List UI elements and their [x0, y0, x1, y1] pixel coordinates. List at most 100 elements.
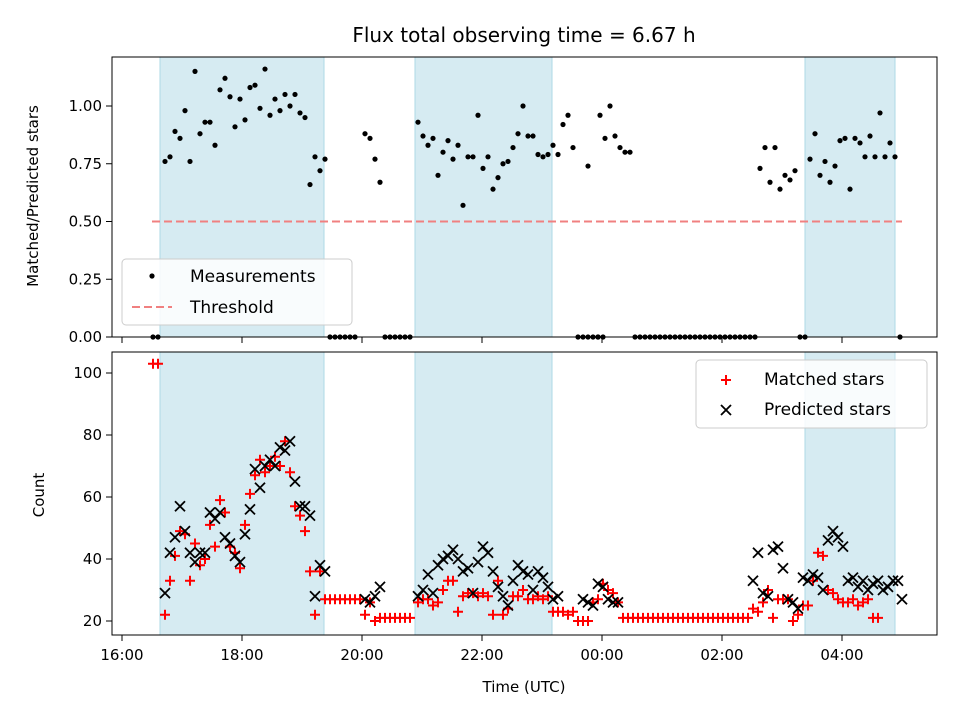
- measurement-point: [842, 135, 848, 141]
- y-tick-label-1-0: 20: [83, 612, 102, 630]
- predicted-point: [462, 562, 474, 574]
- predicted-point: [289, 475, 301, 488]
- x-tick-label-5: 02:00: [700, 646, 743, 664]
- predicted-point: [767, 544, 779, 556]
- matched-point: [170, 550, 180, 561]
- measurement-point: [217, 87, 223, 93]
- predicted-point: [427, 587, 439, 599]
- predicted-point: [492, 581, 504, 593]
- matched-point: [405, 612, 415, 623]
- measurement-point: [570, 144, 576, 151]
- matched-point: [788, 616, 798, 626]
- predicted-point: [224, 537, 236, 550]
- y-tick-label-1-3: 80: [83, 426, 102, 444]
- predicted-point: [782, 593, 794, 605]
- matched-point: [498, 609, 508, 620]
- measurement-point: [627, 149, 633, 155]
- measurement-point: [272, 96, 278, 102]
- predicted-point: [199, 547, 211, 559]
- matched-point: [763, 585, 773, 595]
- measurement-point: [282, 91, 288, 98]
- y-tick-label-1-2: 60: [83, 488, 102, 506]
- measurement-point: [322, 156, 328, 162]
- matched-point: [195, 560, 205, 571]
- predicted-point: [592, 578, 604, 590]
- predicted-point: [896, 593, 908, 605]
- measurement-point: [772, 144, 778, 151]
- y-tick-label-0-1: 0.25: [69, 270, 102, 288]
- measurement-point: [847, 186, 853, 192]
- predicted-point: [174, 500, 186, 512]
- matched-point: [270, 451, 280, 462]
- x-tick-label-4: 00:00: [580, 646, 623, 664]
- measurement-point: [585, 163, 591, 169]
- legend-matched-marker: [721, 375, 731, 385]
- matched-point: [355, 594, 365, 605]
- measurement-point: [545, 151, 551, 158]
- measurement-point: [242, 117, 248, 123]
- measurement-point: [525, 133, 531, 139]
- matched-point: [793, 609, 803, 620]
- matched-point: [873, 612, 883, 623]
- measurement-point: [782, 172, 788, 178]
- predicted-point: [757, 587, 769, 599]
- measurement-point: [807, 156, 813, 162]
- shaded-interval-0-2: [804, 56, 896, 338]
- matched-point: [160, 609, 170, 620]
- measurement-point: [455, 142, 461, 148]
- matched-point: [743, 612, 753, 623]
- measurement-point: [362, 131, 368, 137]
- matched-point: [185, 575, 195, 586]
- matched-point: [423, 594, 433, 605]
- predicted-point: [299, 500, 311, 512]
- measurement-point: [247, 84, 253, 91]
- measurement-point: [162, 158, 168, 165]
- measurement-point: [197, 131, 203, 137]
- measurement-point: [495, 175, 501, 181]
- measurement-point: [520, 103, 526, 109]
- measurement-point: [777, 186, 783, 192]
- predicted-point: [612, 596, 624, 609]
- series-1-0: [148, 358, 883, 626]
- measurement-point: [182, 108, 188, 114]
- predicted-point: [184, 547, 196, 559]
- measurement-point: [787, 177, 793, 183]
- predicted-point: [507, 575, 519, 587]
- matched-point: [863, 594, 873, 605]
- measurement-point: [172, 128, 178, 135]
- matched-point: [360, 609, 370, 620]
- predicted-point: [752, 547, 764, 559]
- measurement-point: [297, 110, 303, 116]
- predicted-point: [777, 562, 789, 574]
- measurement-point: [500, 161, 506, 167]
- y-tick-label-1-1: 40: [83, 550, 102, 568]
- measurement-point: [262, 66, 268, 72]
- matched-point: [493, 575, 503, 586]
- matched-point: [543, 591, 553, 602]
- predicted-point: [822, 534, 834, 547]
- predicted-point: [304, 509, 316, 522]
- matched-point: [818, 550, 828, 561]
- measurement-point: [607, 103, 613, 109]
- matched-point: [165, 575, 175, 586]
- measurement-point: [167, 154, 173, 160]
- predicted-point: [597, 581, 609, 593]
- predicted-point: [437, 553, 449, 565]
- predicted-point: [284, 435, 296, 447]
- matched-point: [438, 585, 448, 595]
- measurement-point: [792, 168, 798, 174]
- legend-predicted-label: Predicted stars: [764, 400, 891, 420]
- legend-predicted-marker: [720, 404, 732, 416]
- measurement-point: [555, 151, 561, 158]
- matched-point: [190, 538, 200, 549]
- predicted-point: [762, 590, 774, 602]
- predicted-point: [169, 531, 181, 543]
- measurement-point: [425, 142, 431, 148]
- measurement-point: [430, 135, 436, 141]
- shaded-interval-0-1: [414, 56, 553, 338]
- predicted-point: [797, 571, 809, 584]
- matched-point: [848, 594, 858, 605]
- matched-point: [513, 591, 523, 602]
- chart-title: Flux total observing time = 6.67 h: [352, 23, 695, 47]
